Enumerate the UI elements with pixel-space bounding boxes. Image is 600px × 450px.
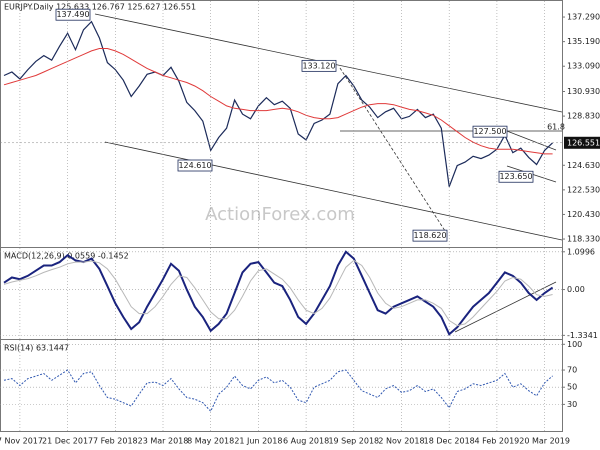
y-tick-label: 137.290: [567, 13, 600, 22]
y-tick-label: 0.00: [567, 285, 585, 294]
price-annotation: 124.610: [178, 161, 211, 170]
x-tick-label: 4 Feb 2019: [475, 437, 520, 446]
series-line: [3, 250, 554, 336]
x-tick-label: 21 Dec 2017: [42, 437, 93, 446]
y-tick-label: 133.090: [567, 62, 600, 71]
rsi-panel: [0, 339, 563, 432]
y-tick-label: -1.3341: [567, 331, 598, 340]
y-tick-label: 30: [567, 400, 577, 409]
y-tick-label: 1.0996: [567, 247, 595, 256]
y-tick-label: 135.190: [567, 37, 600, 46]
y-tick-label: 50: [567, 383, 577, 392]
y-tick-label: 122.530: [567, 185, 600, 194]
price-annotation-box: [412, 229, 448, 242]
price-annotation-box: [498, 170, 534, 183]
y-tick-label: 100: [567, 340, 582, 349]
x-tick-label: 21 Jun 2018: [234, 437, 282, 446]
x-tick-label: 8 May 2018: [187, 437, 234, 446]
x-tick-label: 23 Mar 2018: [138, 437, 189, 446]
watermark: ActionForex.com: [205, 204, 355, 225]
price-annotation-box: [55, 8, 91, 21]
last-price-label: 126.551: [567, 138, 600, 147]
series-line: [3, 20, 554, 187]
y-tick-label: 118.330: [567, 235, 600, 244]
series-line: [3, 48, 553, 155]
series-line: [3, 369, 553, 413]
y-tick-label: 120.430: [567, 210, 600, 219]
x-tick-label: 2 Nov 2018: [378, 437, 424, 446]
x-tick-label: 6 Aug 2018: [283, 437, 329, 446]
lower-channel: [104, 141, 563, 241]
price-title: EURJPY.Daily 125.633 126.767 125.627 126…: [4, 3, 196, 12]
series-line: [3, 259, 553, 327]
y-tick-label: 124.630: [567, 161, 600, 170]
x-tick-label: 19 Sep 2018: [328, 437, 379, 446]
price-annotation-box: [177, 159, 213, 172]
y-tick-label: 130.930: [567, 87, 600, 96]
x-tick-label: 7 Nov 2017: [0, 437, 43, 446]
x-tick-label: 18 Dec 2018: [424, 437, 475, 446]
dashed-projection: [339, 67, 448, 235]
price-annotation: 127.500: [473, 127, 506, 136]
x-tick-label: 20 Mar 2019: [519, 437, 570, 446]
price-annotation: 118.620: [413, 231, 446, 240]
last-price-box: [564, 136, 600, 149]
macd-trendline: [454, 281, 557, 333]
y-tick-label: 128.830: [567, 112, 600, 121]
y-tick-label: 70: [567, 366, 577, 375]
rsi-title: RSI(14) 63.1447: [4, 344, 69, 353]
price-annotation-box: [472, 125, 508, 138]
price-annotation: 133.120: [302, 61, 335, 70]
fib-label: 61.8: [547, 123, 565, 132]
price-annotation: 137.490: [56, 10, 89, 19]
price-annotation: 123.650: [499, 172, 532, 181]
price-annotation-box: [301, 59, 337, 72]
x-tick-label: 7 Feb 2018: [93, 437, 138, 446]
